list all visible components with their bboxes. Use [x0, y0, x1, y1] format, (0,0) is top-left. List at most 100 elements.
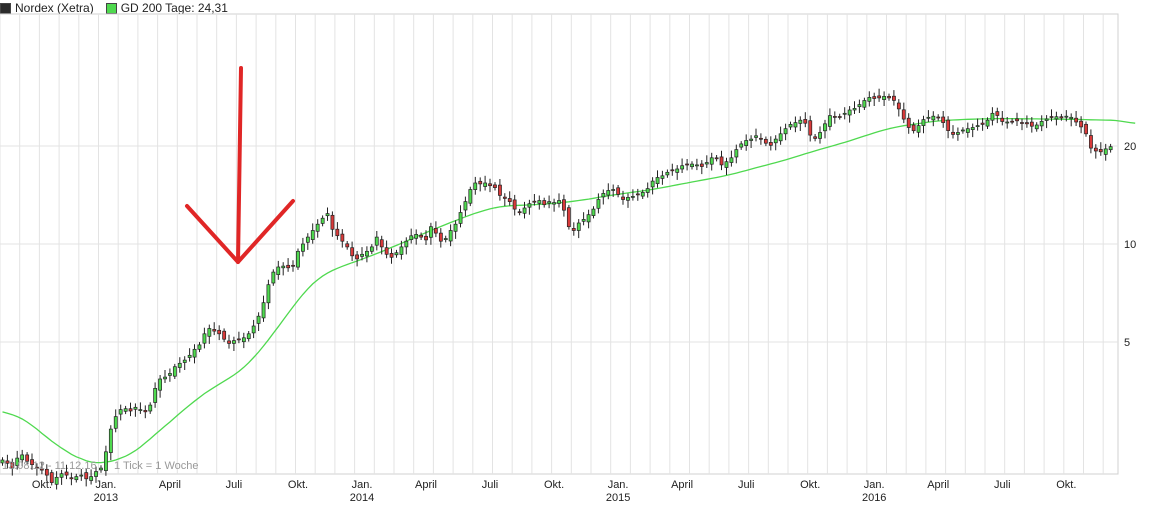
- candle-body-up: [202, 333, 207, 344]
- candle: [862, 97, 867, 110]
- candle: [232, 336, 236, 351]
- candle-body-up: [965, 128, 970, 133]
- candle: [562, 194, 566, 217]
- candle-body-up: [557, 200, 561, 204]
- candle-body-down: [896, 102, 901, 110]
- candle-body-down: [502, 196, 507, 199]
- candle-body-up: [724, 161, 729, 168]
- candle-body-down: [566, 207, 571, 228]
- candle-body-up: [744, 140, 749, 146]
- candle-body-down: [143, 410, 148, 413]
- candle: [419, 232, 424, 240]
- candle: [823, 119, 827, 139]
- candle-body-down: [286, 264, 291, 269]
- x-tick-label: Juli: [994, 479, 1011, 491]
- candle: [591, 206, 596, 219]
- candle: [778, 126, 783, 145]
- candle: [158, 375, 162, 398]
- candle-body-up: [749, 138, 754, 141]
- candle-body-down: [1089, 135, 1093, 149]
- candle: [941, 111, 946, 128]
- x-tick-label: Okt.: [32, 479, 52, 491]
- candle-body-up: [788, 124, 793, 128]
- candle: [901, 102, 906, 124]
- candle-body-up: [626, 197, 630, 201]
- candle: [832, 111, 837, 124]
- candle-body-up: [537, 200, 542, 204]
- candle-body-down: [872, 96, 877, 99]
- candle: [640, 189, 645, 199]
- candle-body-up: [704, 162, 709, 165]
- candle-body-up: [153, 388, 158, 403]
- candle-body-down: [1084, 123, 1088, 135]
- x-tick-label: Juli: [226, 479, 243, 491]
- candle-body-down: [355, 254, 359, 260]
- candle-body-up: [251, 325, 256, 334]
- candle: [936, 114, 941, 121]
- candle: [20, 449, 25, 467]
- candle-body-up: [305, 236, 310, 243]
- candle-body-up: [734, 149, 739, 158]
- candle-body-up: [256, 315, 261, 324]
- candle-body-down: [340, 233, 345, 242]
- candle-body-up: [453, 223, 458, 232]
- candle: [251, 319, 256, 339]
- candle: [1103, 143, 1108, 161]
- candle-body-down: [768, 142, 773, 146]
- candle-body-up: [99, 467, 103, 471]
- y-tick-label: 20: [1124, 141, 1136, 153]
- candle-body-down: [813, 136, 818, 139]
- candle-body-down: [222, 330, 227, 340]
- candle-body-up: [15, 457, 20, 466]
- candle: [168, 368, 172, 382]
- candle-body-down: [892, 95, 896, 101]
- candle: [212, 322, 217, 336]
- candle: [217, 325, 222, 341]
- candle-body-down: [759, 137, 763, 140]
- candle-body-down: [424, 235, 428, 241]
- legend-ma-label: GD 200 Tage: 24,31: [120, 1, 228, 15]
- candle-body-up: [158, 378, 162, 391]
- candle: [424, 230, 428, 245]
- candle-body-down: [517, 211, 522, 214]
- candle-body-up: [1039, 121, 1044, 127]
- candle: [69, 472, 74, 486]
- candle-body-up: [468, 189, 473, 204]
- candle: [39, 461, 44, 475]
- candle: [276, 260, 281, 280]
- candle-body-down: [64, 471, 69, 476]
- candle-body-up: [123, 408, 128, 412]
- candle-body-down: [345, 243, 350, 248]
- candle: [493, 182, 497, 191]
- candle-body-down: [217, 329, 222, 335]
- candle: [680, 158, 685, 173]
- candle-body-up: [394, 252, 399, 256]
- candle-body-up: [798, 119, 803, 124]
- candle-body-up: [847, 109, 852, 116]
- candle-body-up: [985, 119, 990, 127]
- candle-body-down: [901, 109, 906, 120]
- candle: [64, 464, 69, 480]
- candle-body-up: [960, 129, 965, 132]
- candle: [1069, 113, 1074, 127]
- candle: [571, 222, 576, 236]
- candle: [828, 108, 832, 131]
- candle: [857, 99, 862, 113]
- candle: [246, 331, 251, 342]
- candle: [517, 208, 522, 216]
- candle-body-down: [1010, 120, 1015, 123]
- candle-body-up: [576, 222, 581, 231]
- candle: [921, 115, 926, 134]
- candle: [675, 165, 680, 180]
- candle-body-up: [197, 344, 202, 350]
- candle-body-down: [571, 228, 576, 231]
- candle-body-down: [291, 264, 295, 267]
- candle-body-up: [104, 451, 108, 471]
- candle-body-up: [867, 97, 872, 102]
- legend-item-ma: GD 200 Tage: 24,31: [105, 1, 228, 15]
- candle-body-up: [172, 366, 177, 377]
- candle-body-down: [433, 228, 438, 234]
- x-tick-year: 2016: [862, 492, 886, 504]
- candle-body-up: [310, 230, 315, 240]
- candle-body-down: [236, 338, 241, 341]
